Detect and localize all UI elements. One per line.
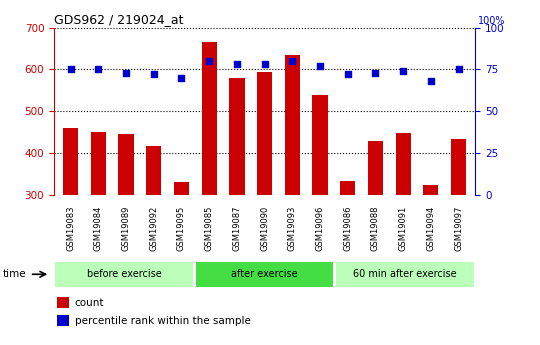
- Text: after exercise: after exercise: [231, 269, 298, 279]
- Text: 100%: 100%: [478, 16, 505, 26]
- Point: [399, 68, 408, 74]
- Point: [205, 58, 213, 64]
- Text: GSM19095: GSM19095: [177, 205, 186, 251]
- Text: GSM19088: GSM19088: [371, 205, 380, 251]
- Bar: [146, 146, 161, 195]
- Point: [122, 70, 130, 76]
- Text: GSM19094: GSM19094: [427, 205, 435, 251]
- Bar: [285, 55, 300, 195]
- Text: GSM19085: GSM19085: [205, 205, 214, 251]
- Text: GSM19091: GSM19091: [399, 205, 408, 251]
- Bar: [174, 183, 189, 195]
- Text: GSM19096: GSM19096: [315, 205, 325, 251]
- Point: [260, 62, 269, 67]
- Text: GSM19092: GSM19092: [149, 205, 158, 251]
- Point: [371, 70, 380, 76]
- Point: [288, 58, 296, 64]
- Bar: [57, 315, 69, 326]
- Bar: [230, 78, 245, 195]
- Text: GSM19083: GSM19083: [66, 205, 75, 251]
- Point: [66, 67, 75, 72]
- Text: GSM19093: GSM19093: [288, 205, 297, 251]
- Text: GSM19086: GSM19086: [343, 205, 352, 251]
- Point: [233, 62, 241, 67]
- Bar: [56, 262, 193, 287]
- Point: [427, 78, 435, 84]
- Bar: [313, 95, 328, 195]
- Bar: [368, 141, 383, 195]
- Bar: [91, 132, 106, 195]
- Point: [454, 67, 463, 72]
- Bar: [451, 139, 466, 195]
- Text: before exercise: before exercise: [87, 269, 161, 279]
- Bar: [340, 181, 355, 195]
- Text: GSM19090: GSM19090: [260, 205, 269, 251]
- Text: percentile rank within the sample: percentile rank within the sample: [75, 316, 251, 326]
- Text: GSM19084: GSM19084: [94, 205, 103, 251]
- Bar: [118, 134, 134, 195]
- Bar: [395, 133, 411, 195]
- Point: [94, 67, 103, 72]
- Text: 60 min after exercise: 60 min after exercise: [353, 269, 457, 279]
- Text: GSM19097: GSM19097: [454, 205, 463, 251]
- Bar: [57, 297, 69, 308]
- Text: time: time: [3, 269, 26, 279]
- Bar: [201, 42, 217, 195]
- Point: [343, 72, 352, 77]
- Text: GSM19087: GSM19087: [232, 205, 241, 251]
- Point: [150, 72, 158, 77]
- Bar: [63, 128, 78, 195]
- Bar: [257, 71, 272, 195]
- Bar: [196, 262, 333, 287]
- Point: [177, 75, 186, 81]
- Text: GSM19089: GSM19089: [122, 205, 131, 251]
- Text: GDS962 / 219024_at: GDS962 / 219024_at: [54, 13, 184, 27]
- Text: count: count: [75, 298, 104, 308]
- Point: [316, 63, 325, 69]
- Bar: [336, 262, 474, 287]
- Bar: [423, 185, 438, 195]
